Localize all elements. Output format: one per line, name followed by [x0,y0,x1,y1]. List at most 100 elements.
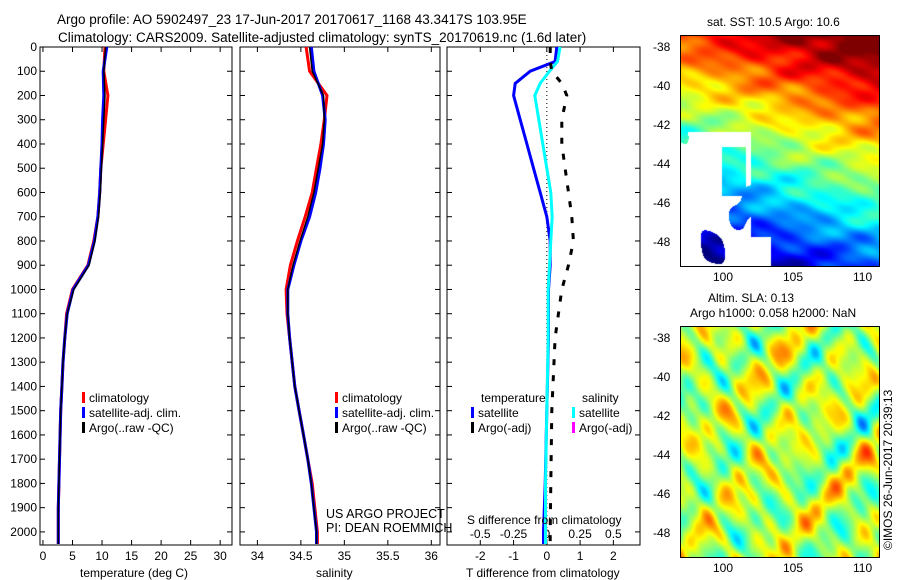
difference-legend-temperature: temperature satellite Argo(-adj) [471,391,546,436]
sla-map-title2: Argo h1000: 0.058 h2000: NaN [690,306,857,320]
y-tick-label: 1600 [10,428,37,442]
legend-label: satellite [478,406,519,420]
y-tick-label: 1500 [10,404,37,418]
legend-swatch-blue [471,407,474,418]
legend-swatch-black [471,422,474,433]
sst-lat-tick-label: -42 [653,118,671,132]
difference-legend-salinity: salinity satellite Argo(-adj) [572,391,632,436]
series-temperature-argo-adj- [548,47,575,544]
y-tick-label: 700 [17,210,37,224]
series-argo-raw-qc- [57,46,107,544]
legend-swatch-blue [335,407,338,418]
figure-title-line1: Argo profile: AO 5902497_23 17-Jun-2017 … [57,12,527,27]
s-tick-label: 0.5 [605,527,622,541]
sla-map [680,326,880,558]
plot-frame-salinity [239,46,441,546]
x-tick-label: 35 [338,549,352,563]
legend-swatch-black [82,422,85,433]
sla-lon-tick-label: 100 [713,561,734,575]
sst-lat-tick-label: -44 [653,157,671,171]
x-tick-label: 25 [184,549,198,563]
salinity-xlabel: salinity [316,566,353,580]
s-tick-label: -0.5 [470,527,491,541]
y-tick-label: 100 [17,64,37,78]
x-tick-label: 0 [543,549,550,563]
legend-label: climatology [89,391,150,405]
legend-label: Argo(..raw -QC) [89,421,174,435]
legend-label: Argo(..raw -QC) [342,421,427,435]
x-tick-label: 0 [40,549,47,563]
sla-map-title1: Altim. SLA: 0.13 [708,291,795,305]
y-tick-label: 1900 [10,501,37,515]
legend-title: temperature [481,391,546,405]
x-tick-label: 5 [69,549,76,563]
project-name: US ARGO PROJECT [326,507,445,521]
y-tick-label: 0 [30,40,37,54]
x-tick-label: 34.5 [289,549,313,563]
legend-label: satellite-adj. clim. [342,406,435,420]
temperature-legend: climatology satellite-adj. clim. Argo(..… [82,391,181,436]
series-climatology [284,46,329,544]
legend-label: Argo(-adj) [579,421,633,435]
figure-title-line2: Climatology: CARS2009. Satellite-adjuste… [58,30,587,45]
sst-lon-tick-label: 100 [713,270,734,284]
y-tick-label: 500 [17,161,37,175]
sla-lon-tick-label: 110 [853,561,873,575]
s-difference-xlabel: S difference from climatology [467,513,622,527]
x-tick-label: 36 [425,549,439,563]
sla-lat-tick-label: -48 [653,526,671,540]
t-difference-xlabel: T difference from climatology [466,566,620,580]
sst-lon-tick-label: 110 [853,270,873,284]
y-tick-label: 1300 [10,355,37,369]
series-climatology [56,46,110,544]
x-tick-label: 2 [610,549,617,563]
x-tick-label: 20 [154,549,168,563]
series-satellite-adj-clim- [286,46,327,544]
s-tick-label: 0.25 [568,527,592,541]
sst-lat-tick-label: -48 [653,235,671,249]
sla-lat-tick-label: -38 [653,331,671,345]
sla-lat-tick-label: -46 [653,487,671,501]
sst-lon-tick-label: 105 [783,270,804,284]
x-tick-label: -1 [508,549,519,563]
legend-label: Argo(-adj) [478,421,532,435]
s-tick-label: -0.25 [500,527,528,541]
y-tick-label: 200 [17,88,37,102]
y-tick-label: 400 [17,137,37,151]
series-satellite-adj-clim- [56,46,109,544]
legend-swatch-red [335,392,338,403]
y-tick-label: 300 [17,113,37,127]
y-tick-label: 1200 [10,331,37,345]
sla-lat-tick-label: -40 [653,370,671,384]
series-argo-raw-qc- [287,46,326,544]
project-annotation: US ARGO PROJECT PI: DEAN ROEMMICH [326,507,452,535]
legend-swatch-black [335,422,338,433]
y-tick-label: 800 [17,234,37,248]
sst-lat-tick-label: -46 [653,196,671,210]
legend-swatch-blue [82,407,85,418]
x-tick-label: 35.5 [376,549,400,563]
temperature-xlabel: temperature (deg C) [80,566,189,580]
y-tick-label: 1700 [10,452,37,466]
salinity-legend: climatology satellite-adj. clim. Argo(..… [335,391,434,436]
y-tick-label: 1000 [10,282,37,296]
legend-title: salinity [582,391,619,405]
sst-lat-tick-label: -38 [653,40,671,54]
x-tick-label: 10 [95,549,109,563]
sst-map-title: sat. SST: 10.5 Argo: 10.6 [707,15,840,29]
plot-frame-difference [446,46,641,546]
y-tick-label: 1800 [10,476,37,490]
y-tick-label: 2000 [10,525,37,539]
sla-lon-tick-label: 105 [783,561,804,575]
x-tick-label: -2 [475,549,486,563]
imos-credit: ©IMOS 26-Jun-2017 20:39:13 [881,389,895,550]
legend-swatch-red [82,392,85,403]
legend-label: satellite-adj. clim. [89,406,182,420]
y-tick-label: 600 [17,185,37,199]
y-tick-label: 900 [17,258,37,272]
plot-frame-temperature [39,46,233,546]
legend-swatch-cyan [572,407,575,418]
sst-lat-tick-label: -40 [653,79,671,93]
